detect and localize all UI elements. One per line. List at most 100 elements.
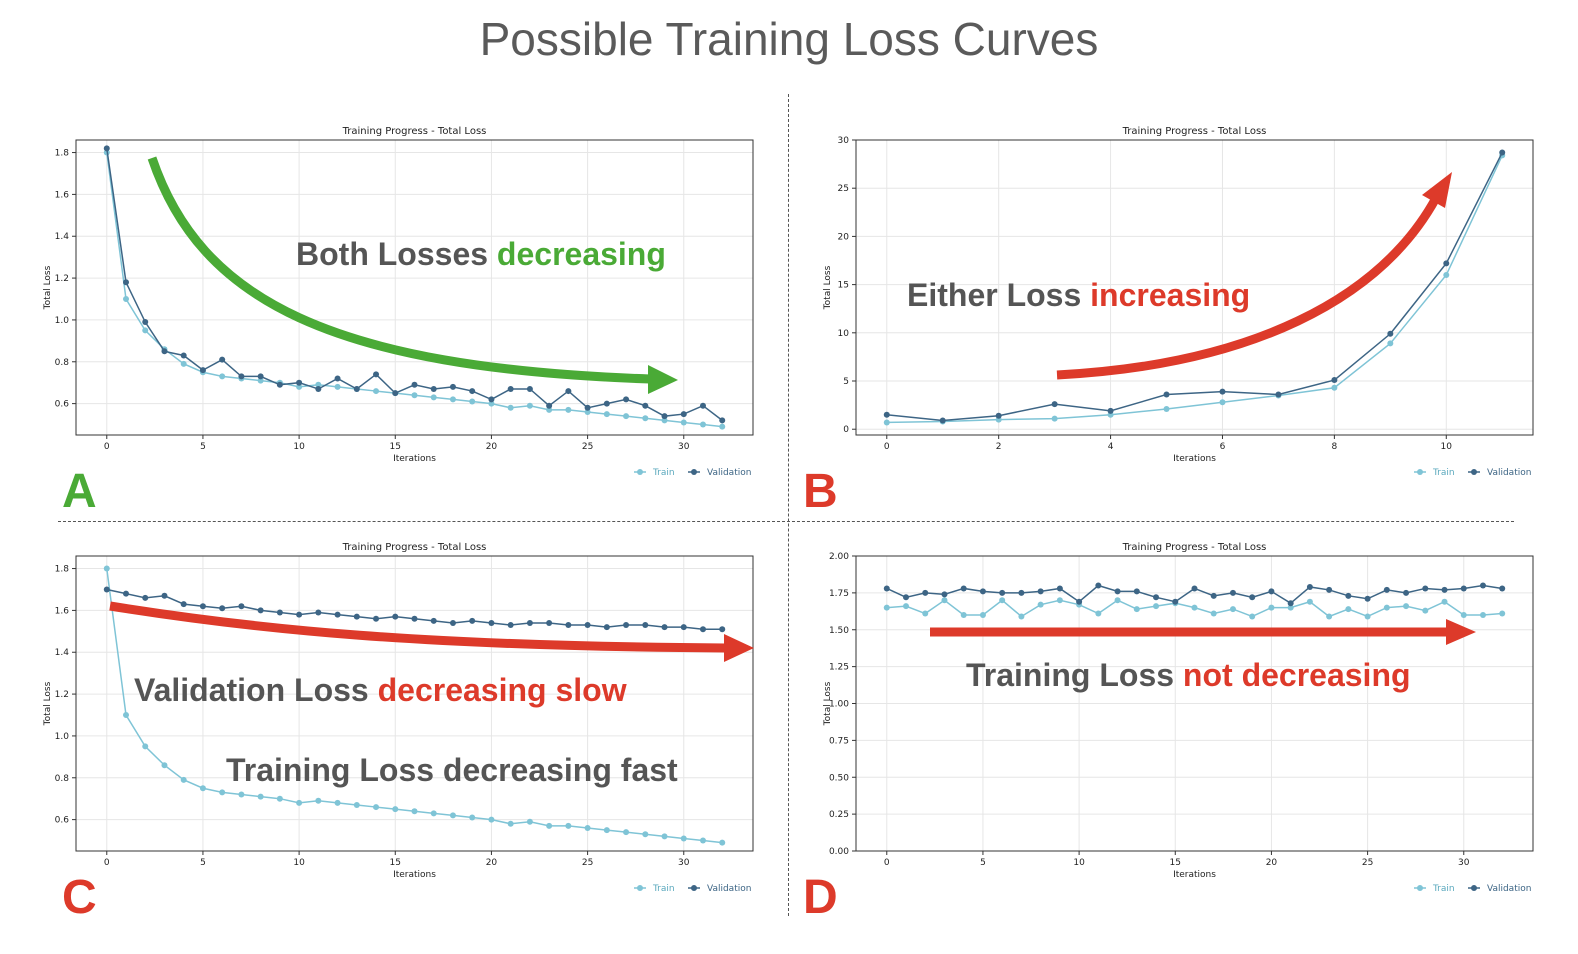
data-point-validation	[142, 594, 149, 601]
data-point-train	[960, 612, 967, 618]
x-tick-label: 20	[1266, 858, 1278, 868]
x-tick-label: 0	[884, 442, 890, 452]
x-tick-label: 10	[1441, 442, 1453, 452]
arrow-a	[147, 156, 678, 394]
data-point-validation	[392, 390, 399, 397]
data-point-validation	[1326, 586, 1333, 593]
data-point-train	[315, 797, 322, 804]
panel-letter-a: A	[62, 465, 97, 518]
annotation-c2: Training Loss decreasing fast	[226, 752, 678, 788]
data-point-validation	[526, 619, 533, 626]
data-point-validation	[1229, 589, 1236, 596]
y-tick-label: 1.6	[55, 190, 70, 200]
annotation-c-prefix: Validation Loss	[134, 672, 378, 708]
data-point-validation	[1383, 586, 1390, 593]
data-point-validation	[1479, 582, 1486, 589]
data-point-train	[1422, 607, 1429, 614]
data-point-validation	[939, 417, 946, 424]
data-point-train	[584, 408, 591, 415]
data-point-train	[238, 791, 245, 798]
data-point-validation	[680, 624, 687, 631]
data-point-train	[1229, 606, 1236, 613]
arrow-b	[1056, 172, 1452, 380]
y-tick-label: 1.50	[829, 626, 849, 636]
data-point-validation	[603, 624, 610, 631]
horizontal-divider	[58, 521, 1514, 522]
data-point-validation	[488, 619, 495, 626]
data-point-validation	[1076, 598, 1083, 605]
data-point-validation	[449, 619, 456, 626]
x-tick-label: 5	[980, 858, 986, 868]
data-point-validation	[469, 617, 476, 624]
legend-label-train: Train	[1432, 884, 1455, 894]
data-point-validation	[180, 352, 187, 359]
y-tick-label: 20	[838, 232, 850, 242]
data-point-validation	[199, 603, 206, 610]
chart-d: Training Progress - Total Loss 0 5 10 15 20 25…	[823, 542, 1534, 894]
data-point-train	[276, 795, 283, 802]
data-point-train	[123, 712, 130, 719]
data-point-validation	[1133, 588, 1140, 595]
data-point-train	[449, 396, 456, 403]
data-point-train	[411, 808, 418, 815]
data-point-validation	[1441, 586, 1448, 593]
data-point-train	[546, 822, 553, 829]
data-point-validation	[565, 622, 572, 629]
y-tick-label: 0	[843, 425, 849, 435]
data-point-validation	[995, 412, 1002, 419]
data-point-validation	[315, 609, 322, 616]
data-point-validation	[1268, 588, 1275, 595]
chart-b-title: Training Progress - Total Loss	[1122, 126, 1267, 137]
data-point-validation	[219, 605, 226, 612]
data-point-validation	[257, 373, 264, 380]
plot-frame	[855, 139, 1534, 436]
data-point-validation	[103, 145, 110, 152]
data-point-train	[661, 417, 668, 424]
y-tick-label: 0.00	[829, 847, 849, 857]
data-point-train	[1153, 603, 1160, 610]
data-point-train	[1056, 597, 1063, 604]
y-tick-label: 0.6	[55, 400, 70, 410]
data-point-validation	[565, 388, 572, 395]
data-point-validation	[883, 411, 890, 418]
data-point-validation	[1163, 391, 1170, 398]
x-tick-label: 0	[884, 858, 890, 868]
data-point-validation	[661, 624, 668, 631]
data-point-validation	[922, 589, 929, 596]
data-point-train	[507, 820, 514, 827]
y-tick-label: 1.2	[55, 690, 69, 700]
arrow-a-shaft	[147, 156, 651, 384]
y-tick-label: 0.50	[829, 773, 849, 783]
legend-marker	[1471, 469, 1477, 475]
x-tick-label: 25	[1362, 858, 1373, 868]
y-tick-label: 25	[838, 184, 849, 194]
data-point-train	[526, 402, 533, 409]
legend-marker	[1417, 469, 1423, 475]
data-point-validation	[1331, 377, 1338, 384]
data-point-train	[922, 610, 929, 617]
legend-marker	[691, 885, 697, 891]
annotation-d-highlight: not decreasing	[1182, 657, 1411, 693]
data-point-validation	[719, 626, 726, 633]
x-tick-label: 10	[293, 442, 305, 452]
data-point-train	[1249, 613, 1256, 620]
data-point-train	[449, 812, 456, 819]
y-tick-label: 30	[838, 136, 850, 146]
data-point-validation	[1107, 407, 1114, 414]
annotation-b: Either Loss increasing	[907, 277, 1250, 314]
y-tick-label: 1.00	[829, 700, 849, 710]
annotation-a-prefix: Both Losses	[296, 236, 497, 272]
legend-label-train: Train	[1432, 468, 1455, 478]
chart-c-title: Training Progress - Total Loss	[342, 542, 487, 553]
data-point-validation	[883, 585, 890, 592]
data-point-train	[546, 406, 553, 413]
data-point-validation	[1172, 598, 1179, 605]
data-point-train	[1268, 604, 1275, 611]
data-point-validation	[1037, 588, 1044, 595]
panel-letter-c: C	[62, 871, 97, 924]
page-title: Possible Training Loss Curves	[479, 13, 1099, 65]
data-point-validation	[1051, 401, 1058, 408]
data-point-train	[1210, 610, 1217, 617]
data-point-train	[565, 822, 572, 829]
legend-marker	[691, 469, 697, 475]
